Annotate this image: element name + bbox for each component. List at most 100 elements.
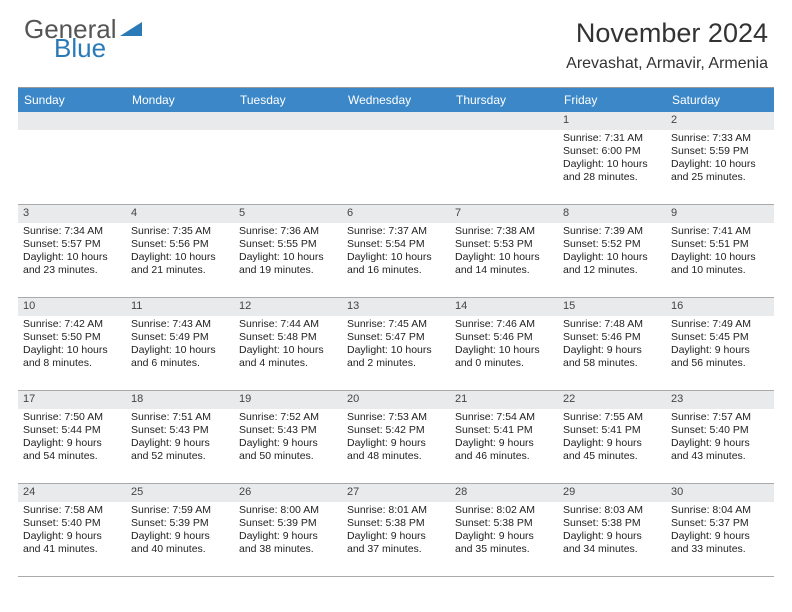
daylight-text-2: and 12 minutes. [563,264,661,277]
calendar-cell: 23Sunrise: 7:57 AMSunset: 5:40 PMDayligh… [666,391,774,484]
calendar-cell: 4Sunrise: 7:35 AMSunset: 5:56 PMDaylight… [126,205,234,298]
daylight-text-2: and 48 minutes. [347,450,445,463]
sunset-text: Sunset: 5:44 PM [23,424,121,437]
daylight-text-1: Daylight: 10 hours [671,251,769,264]
daylight-text-2: and 16 minutes. [347,264,445,277]
cell-body: Sunrise: 7:53 AMSunset: 5:42 PMDaylight:… [342,409,450,468]
month-title: November 2024 [566,18,768,49]
calendar-cell: 1Sunrise: 7:31 AMSunset: 6:00 PMDaylight… [558,112,666,205]
sunset-text: Sunset: 5:46 PM [455,331,553,344]
sunset-text: Sunset: 5:48 PM [239,331,337,344]
day-number: 9 [666,205,774,223]
calendar-grid: SundayMondayTuesdayWednesdayThursdayFrid… [18,87,774,577]
sunrise-text: Sunrise: 7:59 AM [131,504,229,517]
daylight-text-2: and 8 minutes. [23,357,121,370]
sunrise-text: Sunrise: 7:37 AM [347,225,445,238]
sunrise-text: Sunrise: 7:31 AM [563,132,661,145]
daylight-text-2: and 56 minutes. [671,357,769,370]
sunset-text: Sunset: 5:39 PM [239,517,337,530]
daylight-text-2: and 14 minutes. [455,264,553,277]
cell-body: Sunrise: 7:33 AMSunset: 5:59 PMDaylight:… [666,130,774,189]
sunset-text: Sunset: 5:49 PM [131,331,229,344]
daylight-text-1: Daylight: 9 hours [671,437,769,450]
daylight-text-2: and 28 minutes. [563,171,661,184]
day-number: 17 [18,391,126,409]
calendar-cell: 20Sunrise: 7:53 AMSunset: 5:42 PMDayligh… [342,391,450,484]
sunset-text: Sunset: 5:38 PM [563,517,661,530]
cell-body: Sunrise: 7:39 AMSunset: 5:52 PMDaylight:… [558,223,666,282]
day-number-empty [18,112,126,130]
sunset-text: Sunset: 5:40 PM [23,517,121,530]
cell-body: Sunrise: 7:48 AMSunset: 5:46 PMDaylight:… [558,316,666,375]
day-number: 24 [18,484,126,502]
day-number-empty [126,112,234,130]
cell-body: Sunrise: 7:34 AMSunset: 5:57 PMDaylight:… [18,223,126,282]
daylight-text-2: and 19 minutes. [239,264,337,277]
calendar-cell: 12Sunrise: 7:44 AMSunset: 5:48 PMDayligh… [234,298,342,391]
sunset-text: Sunset: 5:47 PM [347,331,445,344]
day-number: 29 [558,484,666,502]
cell-body: Sunrise: 7:31 AMSunset: 6:00 PMDaylight:… [558,130,666,189]
calendar-cell: 3Sunrise: 7:34 AMSunset: 5:57 PMDaylight… [18,205,126,298]
daylight-text-1: Daylight: 9 hours [563,437,661,450]
day-number: 21 [450,391,558,409]
logo-text-2: Blue [54,37,142,60]
daylight-text-1: Daylight: 10 hours [347,344,445,357]
sunrise-text: Sunrise: 7:44 AM [239,318,337,331]
daylight-text-2: and 35 minutes. [455,543,553,556]
sunset-text: Sunset: 5:38 PM [347,517,445,530]
daylight-text-2: and 21 minutes. [131,264,229,277]
cell-body: Sunrise: 7:58 AMSunset: 5:40 PMDaylight:… [18,502,126,561]
daylight-text-1: Daylight: 10 hours [23,251,121,264]
sunrise-text: Sunrise: 7:42 AM [23,318,121,331]
cell-body: Sunrise: 7:52 AMSunset: 5:43 PMDaylight:… [234,409,342,468]
daylight-text-1: Daylight: 9 hours [131,530,229,543]
calendar-cell: 16Sunrise: 7:49 AMSunset: 5:45 PMDayligh… [666,298,774,391]
sunset-text: Sunset: 5:41 PM [563,424,661,437]
cell-body: Sunrise: 7:45 AMSunset: 5:47 PMDaylight:… [342,316,450,375]
sunrise-text: Sunrise: 7:45 AM [347,318,445,331]
page-header: General Blue November 2024 Arevashat, Ar… [0,0,792,79]
title-block: November 2024 Arevashat, Armavir, Armeni… [566,18,768,73]
calendar-cell: 9Sunrise: 7:41 AMSunset: 5:51 PMDaylight… [666,205,774,298]
sunset-text: Sunset: 5:46 PM [563,331,661,344]
location-subtitle: Arevashat, Armavir, Armenia [566,55,768,73]
calendar-cell: 8Sunrise: 7:39 AMSunset: 5:52 PMDaylight… [558,205,666,298]
daylight-text-2: and 40 minutes. [131,543,229,556]
daylight-text-1: Daylight: 9 hours [239,530,337,543]
dayhead-monday: Monday [126,88,234,112]
daylight-text-2: and 41 minutes. [23,543,121,556]
daylight-text-1: Daylight: 10 hours [671,158,769,171]
day-number: 18 [126,391,234,409]
sunset-text: Sunset: 5:55 PM [239,238,337,251]
sunrise-text: Sunrise: 7:43 AM [131,318,229,331]
sunrise-text: Sunrise: 7:53 AM [347,411,445,424]
daylight-text-2: and 33 minutes. [671,543,769,556]
cell-body: Sunrise: 7:37 AMSunset: 5:54 PMDaylight:… [342,223,450,282]
cell-body: Sunrise: 8:01 AMSunset: 5:38 PMDaylight:… [342,502,450,561]
sunrise-text: Sunrise: 7:46 AM [455,318,553,331]
sunset-text: Sunset: 5:41 PM [455,424,553,437]
cell-body: Sunrise: 7:55 AMSunset: 5:41 PMDaylight:… [558,409,666,468]
day-number: 27 [342,484,450,502]
sunrise-text: Sunrise: 7:58 AM [23,504,121,517]
day-number: 22 [558,391,666,409]
sunset-text: Sunset: 5:57 PM [23,238,121,251]
daylight-text-1: Daylight: 10 hours [347,251,445,264]
cell-body: Sunrise: 8:02 AMSunset: 5:38 PMDaylight:… [450,502,558,561]
sunrise-text: Sunrise: 7:33 AM [671,132,769,145]
daylight-text-1: Daylight: 10 hours [23,344,121,357]
day-number: 28 [450,484,558,502]
cell-body: Sunrise: 8:00 AMSunset: 5:39 PMDaylight:… [234,502,342,561]
calendar-cell: 25Sunrise: 7:59 AMSunset: 5:39 PMDayligh… [126,484,234,577]
daylight-text-1: Daylight: 9 hours [563,344,661,357]
day-number: 13 [342,298,450,316]
sunrise-text: Sunrise: 7:34 AM [23,225,121,238]
day-number-empty [450,112,558,130]
daylight-text-2: and 52 minutes. [131,450,229,463]
daylight-text-1: Daylight: 10 hours [131,344,229,357]
sunrise-text: Sunrise: 7:49 AM [671,318,769,331]
day-number: 1 [558,112,666,130]
daylight-text-2: and 45 minutes. [563,450,661,463]
sunrise-text: Sunrise: 7:55 AM [563,411,661,424]
